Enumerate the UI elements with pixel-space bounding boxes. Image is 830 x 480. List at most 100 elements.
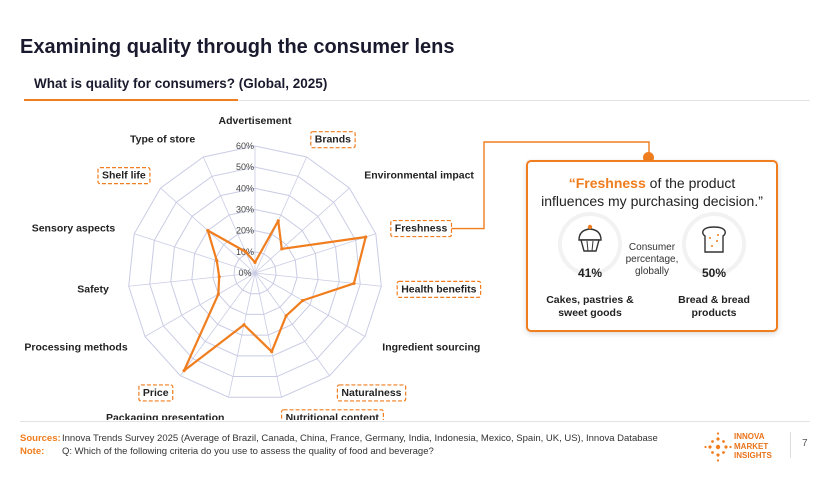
quote-line2: influences my purchasing decision.	[541, 193, 759, 209]
radar-category-label: Processing methods	[24, 342, 127, 354]
radar-category-label: Environmental impact	[364, 170, 474, 182]
radar-spoke	[180, 272, 256, 376]
radar-tick-label: 0%	[238, 268, 251, 278]
radar-category-labels: Advertisement Brands Environmental impact F…	[24, 115, 482, 420]
callout-connector-dot	[643, 152, 654, 163]
radar-tick-label: 60%	[236, 141, 254, 151]
radar-category-label: Health benefits	[401, 283, 476, 295]
radar-series	[182, 219, 368, 373]
radar-category-label: Advertisement	[219, 115, 292, 127]
radar-chart: 0%10%20%30%40%50%60% AdvertisementBrands…	[24, 115, 650, 420]
callout-quote: “Freshness of the product influences my …	[528, 174, 776, 210]
radar-point	[301, 298, 305, 303]
page-number: 7	[802, 438, 808, 449]
highlight-box	[336, 384, 407, 402]
cupcake-label-line2: sweet goods	[558, 307, 622, 319]
note-text: Q: Which of the following criteria do yo…	[62, 446, 434, 457]
freshness-callout: “Freshness of the product influences my …	[526, 160, 778, 332]
highlight-box	[97, 167, 151, 185]
radar-point	[216, 292, 220, 296]
radar-spoke	[254, 233, 376, 274]
radar-spoke	[128, 272, 256, 287]
page-title: Examining quality through the consumer l…	[20, 36, 455, 58]
footer-sources: Sources:Innova Trends Survey 2025 (Avera…	[20, 432, 658, 458]
radar-category-label: Price	[143, 387, 169, 399]
page-subtitle: What is quality for consumers? (Global, …	[34, 76, 328, 91]
highlight-box	[280, 409, 384, 420]
radar-spoke	[254, 187, 350, 274]
consumer-percentage-label: Consumer percentage, globally	[625, 242, 679, 277]
grid-ring-40	[170, 187, 340, 357]
radar-category-label: Naturalness	[341, 387, 401, 399]
connector-line	[451, 141, 650, 230]
radar-category-label: Packaging presentation	[106, 412, 224, 420]
cupcake-stat-circle	[562, 216, 618, 272]
highlight-box	[138, 384, 174, 402]
radar-point	[364, 235, 368, 239]
radar-category-label: Sensory aspects	[32, 223, 116, 235]
radar-tick-label: 40%	[236, 183, 254, 193]
bread-stat-circle	[686, 216, 742, 272]
radar-spoke	[254, 272, 366, 337]
quote-line1-rest: of the product	[645, 175, 736, 191]
radar-spoke	[228, 272, 256, 398]
radar-point	[217, 275, 221, 279]
quote-open-mark: “	[568, 175, 576, 191]
highlight-box	[390, 219, 453, 238]
sources-label: Sources:	[20, 433, 61, 444]
bread-stat-label: Bread & bread products	[659, 294, 769, 320]
radar-tick-label: 50%	[236, 162, 254, 172]
radar-category-label: Shelf life	[102, 170, 146, 182]
radar-point	[276, 219, 280, 223]
radar-spoke	[254, 272, 282, 398]
subtitle-divider	[238, 100, 810, 101]
logo-line1: INNOVA	[734, 432, 765, 441]
radar-point	[270, 350, 274, 354]
cupcake-icon	[578, 224, 602, 252]
quote-highlight: Freshness	[575, 175, 646, 191]
radar-spoke	[254, 272, 330, 376]
subtitle-underline	[24, 99, 238, 101]
footer-divider	[20, 421, 810, 422]
radar-series-line	[182, 219, 367, 372]
radar-point	[215, 258, 219, 263]
cupcake-stat-label: Cakes, pastries & sweet goods	[535, 294, 645, 320]
radar-point	[352, 281, 356, 285]
radar-category-label: Brands	[315, 134, 351, 146]
grid-ring-60	[128, 145, 382, 398]
innova-logo-icon	[704, 432, 732, 462]
logo-separator	[790, 432, 791, 458]
sources-text: Innova Trends Survey 2025 (Average of Br…	[62, 433, 658, 444]
radar-tick-label: 20%	[236, 226, 254, 236]
radar-category-label: Freshness	[395, 223, 448, 235]
radar-tick-label: 30%	[236, 205, 254, 215]
radar-point	[242, 323, 246, 327]
highlight-box	[310, 131, 356, 149]
grid-ring-50	[149, 166, 361, 378]
note-label: Note:	[20, 446, 45, 457]
radar-spoke	[254, 272, 382, 287]
grid-ring-20	[212, 230, 298, 315]
grid-ring-10	[233, 251, 277, 295]
logo-line3: INSIGHTS	[734, 451, 772, 460]
bread-icon	[702, 226, 726, 253]
radar-axes	[128, 146, 382, 398]
bread-stat-value: 50%	[701, 266, 727, 280]
radar-point	[253, 260, 257, 265]
cupcake-label-line1: Cakes, pastries &	[546, 294, 634, 306]
radar-point	[206, 228, 210, 233]
radar-point	[243, 250, 248, 254]
logo-wordmark: INNOVA MARKET INSIGHTS	[734, 432, 772, 461]
radar-spoke	[144, 272, 256, 337]
radar-category-label: Ingredient sourcing	[382, 342, 480, 354]
bread-label-line2: products	[691, 307, 737, 319]
callout-connector	[451, 141, 650, 230]
radar-point	[284, 314, 288, 318]
radar-spoke	[254, 156, 308, 274]
cupcake-stat-value: 41%	[577, 266, 603, 280]
logo-line2: MARKET	[734, 441, 769, 451]
radar-spoke	[134, 233, 256, 274]
radar-category-label: Safety	[77, 283, 109, 295]
radar-point	[182, 369, 186, 373]
radar-category-label: Nutritional content	[286, 412, 380, 420]
